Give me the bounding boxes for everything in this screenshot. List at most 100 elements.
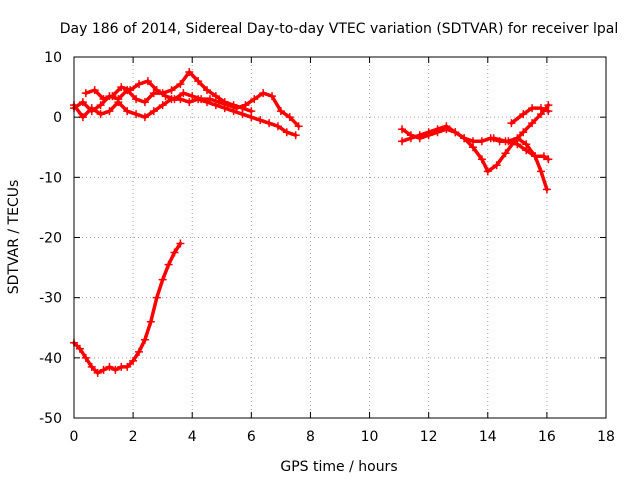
data-point [117, 83, 126, 92]
x-tick-label: 10 [361, 429, 379, 445]
data-point [197, 95, 206, 104]
data-point [211, 92, 220, 101]
series-line [72, 241, 183, 375]
y-tick-label: -40 [39, 351, 62, 367]
data-point [114, 98, 123, 107]
x-tick-label: 0 [70, 429, 79, 445]
data-point [256, 116, 265, 125]
x-tick-label: 14 [479, 429, 497, 445]
data-point [544, 107, 553, 116]
data-point [522, 146, 531, 155]
data-point [194, 77, 203, 86]
data-point [544, 155, 553, 164]
data-point [519, 128, 528, 137]
data-point [451, 128, 460, 137]
data-point [247, 113, 256, 122]
x-axis-label: GPS time / hours [280, 459, 397, 475]
data-point [294, 122, 303, 131]
data-point [170, 248, 179, 257]
data-point [105, 107, 114, 116]
data-point [489, 134, 498, 143]
chart-title: Day 186 of 2014, Sidereal Day-to-day VTE… [60, 21, 618, 37]
data-point [492, 161, 501, 170]
data-point [164, 260, 173, 269]
data-point [232, 104, 241, 113]
data-point [78, 113, 87, 122]
data-point [250, 95, 259, 104]
data-point [75, 344, 84, 353]
data-point [158, 275, 167, 284]
data-point [483, 167, 492, 176]
data-point [99, 365, 108, 374]
data-point [469, 137, 477, 146]
x-tick-label: 12 [420, 429, 438, 445]
data-point [291, 131, 300, 140]
axis-ticks: 0 2 4 6 8 10 12 14 16 18 -50 -40 -30 -20 -10 0 10 [39, 50, 615, 445]
data-point [140, 113, 149, 122]
data-point [135, 347, 144, 356]
x-tick-label: 2 [129, 429, 138, 445]
data-point [87, 362, 96, 371]
data-point [99, 95, 108, 104]
data-point [238, 110, 247, 119]
x-tick-label: 4 [188, 429, 197, 445]
series-sat-a [70, 239, 185, 377]
data-point [126, 86, 135, 95]
data-point [105, 362, 114, 371]
data-point [214, 98, 223, 107]
data-point [152, 293, 161, 302]
y-tick-label: 0 [53, 110, 62, 126]
y-tick-label: 10 [44, 50, 62, 66]
data-point [132, 110, 141, 119]
data-point [96, 110, 105, 119]
data-point [536, 104, 545, 113]
data-point [185, 98, 194, 107]
data-point [146, 317, 155, 326]
data-point [108, 92, 117, 101]
data-point [501, 149, 510, 158]
data-point [398, 137, 407, 146]
data-point [507, 119, 516, 128]
data-point [140, 335, 149, 344]
data-point [415, 134, 424, 143]
data-point [185, 68, 194, 77]
data-point [406, 131, 415, 140]
data-point [176, 80, 185, 89]
data-point [265, 119, 274, 128]
y-tick-label: -10 [39, 170, 62, 186]
data-series [70, 68, 553, 377]
data-point [81, 89, 90, 98]
data-point [132, 95, 141, 104]
data-point [223, 101, 232, 110]
y-axis-label: SDTVAR / TECUs [6, 180, 22, 295]
data-point [96, 101, 105, 110]
data-point [276, 107, 285, 116]
data-point [135, 80, 144, 89]
x-tick-label: 8 [306, 429, 315, 445]
data-point [158, 101, 167, 110]
data-point [179, 89, 188, 98]
data-point [140, 98, 149, 107]
data-point [433, 128, 442, 137]
data-point [442, 125, 451, 134]
data-point [536, 167, 545, 176]
series-sat-c [70, 95, 300, 140]
data-point [152, 86, 161, 95]
data-point [477, 137, 486, 146]
data-point [273, 122, 282, 131]
series-line [400, 127, 549, 192]
data-point [129, 356, 138, 365]
data-point [78, 98, 87, 107]
x-tick-label: 6 [247, 429, 256, 445]
data-point [205, 95, 214, 104]
data-point [259, 89, 268, 98]
series-sat-g [489, 134, 553, 164]
data-point [170, 95, 179, 104]
data-point [241, 101, 250, 110]
data-point [460, 134, 469, 143]
data-point [542, 185, 551, 194]
y-tick-label: -50 [39, 411, 62, 427]
data-point [539, 152, 548, 161]
data-point [93, 368, 102, 377]
